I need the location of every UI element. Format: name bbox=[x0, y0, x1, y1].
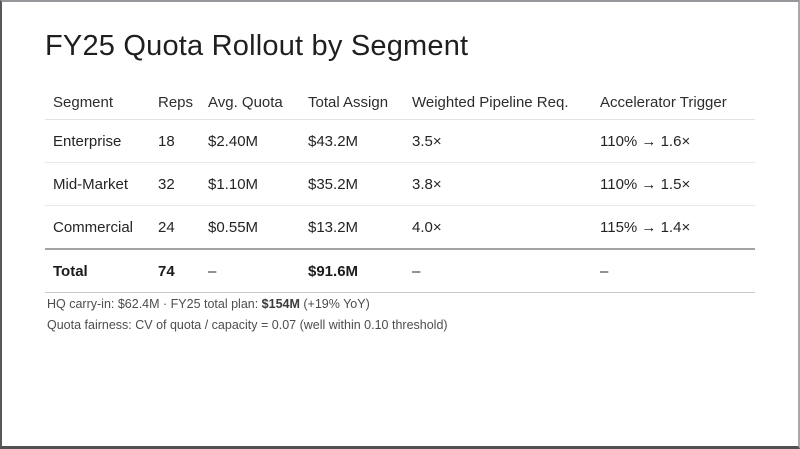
table-cell: 110% → 1.6× bbox=[600, 119, 755, 163]
table-cell: – bbox=[208, 249, 308, 293]
table-cell: $1.10M bbox=[208, 162, 308, 206]
table-cell: $0.55M bbox=[208, 205, 308, 250]
table-cell: $43.2M bbox=[308, 119, 412, 163]
table-row-enterprise: Enterprise 18 $2.40M $43.2M 3.5× 110% → … bbox=[45, 119, 755, 163]
table-cell: Commercial bbox=[45, 205, 158, 250]
table-cell: Total bbox=[45, 249, 158, 293]
page-title: FY25 Quota Rollout by Segment bbox=[45, 30, 469, 62]
column-header-avg-quota: Avg. Quota bbox=[208, 86, 308, 120]
table-cell: $13.2M bbox=[308, 205, 412, 250]
table-cell: 115% → 1.4× bbox=[600, 205, 755, 250]
table-row-commercial: Commercial 24 $0.55M $13.2M 4.0× 115% → … bbox=[45, 205, 755, 250]
quota-table: Segment Reps Avg. Quota Total Assign Wei… bbox=[45, 86, 755, 293]
table-cell: 110% → 1.5× bbox=[600, 162, 755, 206]
table-row-mid-market: Mid-Market 32 $1.10M $35.2M 3.8× 110% → … bbox=[45, 162, 755, 206]
table-cell: 74 bbox=[158, 249, 208, 293]
table-cell: – bbox=[412, 249, 600, 293]
table-cell: 3.8× bbox=[412, 162, 600, 206]
table-cell: 18 bbox=[158, 119, 208, 163]
table-cell: $2.40M bbox=[208, 119, 308, 163]
footnotes: HQ carry-in: $62.4M · FY25 total plan: $… bbox=[47, 294, 448, 336]
footer-note-plan: HQ carry-in: $62.4M · FY25 total plan: $… bbox=[47, 294, 448, 315]
table-cell: 24 bbox=[158, 205, 208, 250]
table-row-total: Total 74 – $91.6M – – bbox=[45, 249, 755, 293]
table-cell: 4.0× bbox=[412, 205, 600, 250]
column-header-accelerator: Accelerator Trigger bbox=[600, 86, 755, 120]
table-cell: 32 bbox=[158, 162, 208, 206]
footer-note-plan-prefix: HQ carry-in: $62.4M · FY25 total plan: bbox=[47, 297, 262, 311]
table-cell: Mid-Market bbox=[45, 162, 158, 206]
table-cell: $35.2M bbox=[308, 162, 412, 206]
footer-note-plan-suffix: (+19% YoY) bbox=[299, 297, 370, 311]
column-header-pipeline: Weighted Pipeline Req. bbox=[412, 86, 600, 120]
table-cell: Enterprise bbox=[45, 119, 158, 163]
table-cell: – bbox=[600, 249, 755, 293]
table-cell: 3.5× bbox=[412, 119, 600, 163]
footer-note-fairness: Quota fairness: CV of quota / capacity =… bbox=[47, 318, 448, 332]
column-header-reps: Reps bbox=[158, 86, 208, 120]
column-header-segment: Segment bbox=[45, 86, 158, 120]
column-header-total-assign: Total Assign bbox=[308, 86, 412, 120]
table-header-row: Segment Reps Avg. Quota Total Assign Wei… bbox=[45, 86, 755, 120]
table-cell: $91.6M bbox=[308, 249, 412, 293]
footer-note-plan-total: $154M bbox=[261, 297, 300, 311]
